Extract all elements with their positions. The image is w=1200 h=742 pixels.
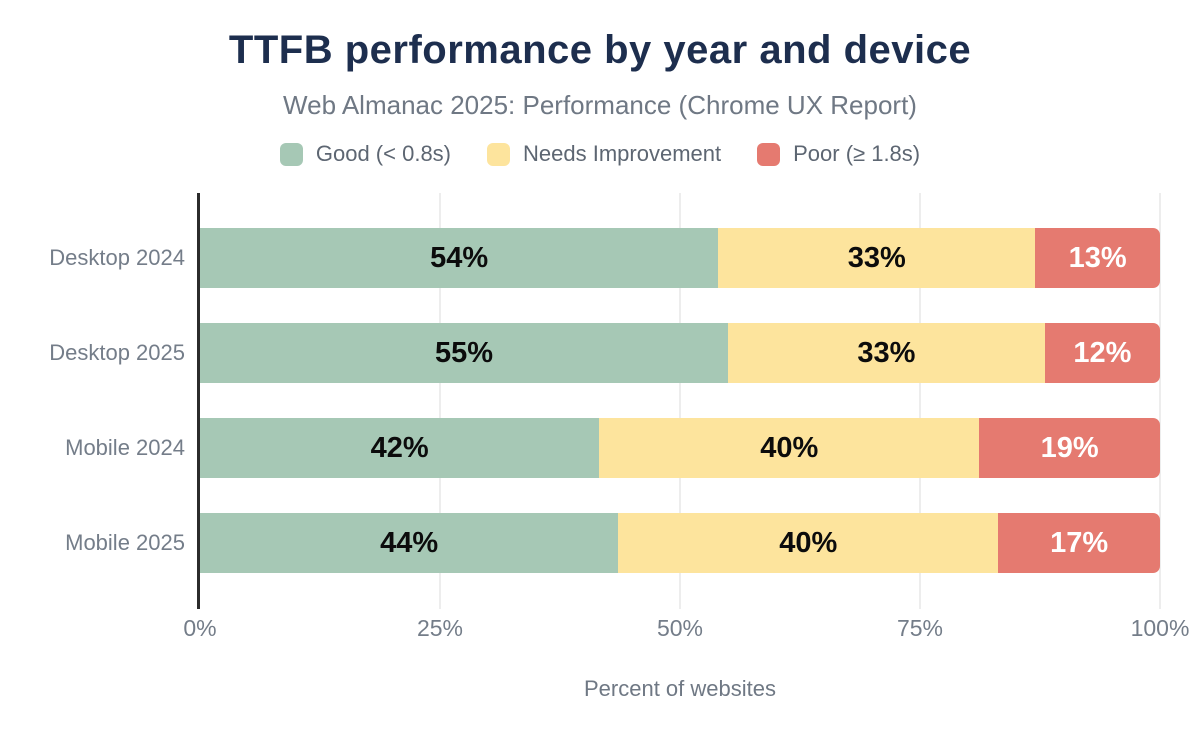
category-label: Desktop 2025 [49,340,185,365]
bar-segment: 17% [998,513,1160,573]
stacked-bar: 54% 33% 13% [200,228,1160,288]
stacked-bar: 55% 33% 12% [200,323,1160,383]
bar-segment: 55% [200,323,728,383]
gridline-50% [679,193,681,609]
segment-value-label: 33% [847,241,906,274]
x-axis-ticks: 0% 25% 50% 75% 100% [183,615,1189,645]
legend-swatch-icon [279,142,303,166]
segment-value-label: 33% [857,336,916,369]
gridline-25% [439,193,441,609]
x-tick-label: 25% [416,615,464,641]
bar-segment: 13% [1035,228,1160,288]
legend-item-1: Needs Improvement [487,141,721,167]
bar-row-2: Mobile 2024 42% 40% 19% [0,418,1200,478]
bar-segment: 44% [200,513,619,573]
legend-item-label: Good (< 0.8s) [315,141,452,166]
legend: Good (< 0.8s) Needs Improvement Poor (≥ 1.… [0,138,1200,170]
x-tick-label: 75% [896,615,944,641]
bar-segment: 40% [618,513,999,573]
bar-segment: 54% [200,228,719,288]
category-label: Mobile 2025 [65,530,185,555]
segment-value-label: 17% [1050,526,1109,559]
gridline-75% [919,193,921,609]
gridline-100% [1159,193,1161,609]
x-tick-label: 100% [1130,615,1190,641]
stacked-bar: 42% 40% 19% [200,418,1160,478]
segment-value-label: 12% [1073,336,1132,369]
legend-swatch-icon [757,142,781,166]
x-tick-label: 50% [656,615,704,641]
bar-segment: 12% [1044,323,1160,383]
bar-segment: 33% [718,228,1036,288]
bar-segment: 19% [979,418,1160,478]
bar-row-0: Desktop 2024 54% 33% 13% [0,228,1200,288]
segment-value-label: 55% [434,336,494,369]
x-axis-title: Percent of websites [584,676,776,701]
legend-item-label: Needs Improvement [523,141,722,166]
bar-segment: 40% [599,418,980,478]
segment-value-label: 42% [370,431,429,464]
legend-item-label: Poor (≥ 1.8s) [793,141,921,166]
y-axis-line [197,193,200,609]
legend-item-2: Poor (≥ 1.8s) [757,141,920,167]
segment-value-label: 40% [779,526,838,559]
segment-value-label: 40% [760,431,819,464]
legend-item-0: Good (< 0.8s) [279,141,452,167]
chart-title: TTFB performance by year and device [228,28,972,72]
legend-swatch-icon [487,142,511,166]
category-label: Desktop 2024 [49,245,185,270]
stacked-bar: 44% 40% 17% [200,513,1160,573]
segment-value-label: 19% [1040,431,1099,464]
bar-row-3: Mobile 2025 44% 40% 17% [0,513,1200,573]
segment-value-label: 54% [430,241,489,274]
bar-segment: 42% [200,418,600,478]
chart-subtitle: Web Almanac 2025: Performance (Chrome UX… [283,90,917,120]
segment-value-label: 13% [1068,241,1127,274]
plot-area: Desktop 2024 54% 33% 13% Desktop 2025 55% 33% 1… [0,193,1200,609]
x-tick-label: 0% [183,615,217,641]
segment-value-label: 44% [380,526,439,559]
category-label: Mobile 2024 [65,435,185,460]
bar-row-1: Desktop 2025 55% 33% 12% [0,323,1200,383]
bar-segment: 33% [728,323,1045,383]
